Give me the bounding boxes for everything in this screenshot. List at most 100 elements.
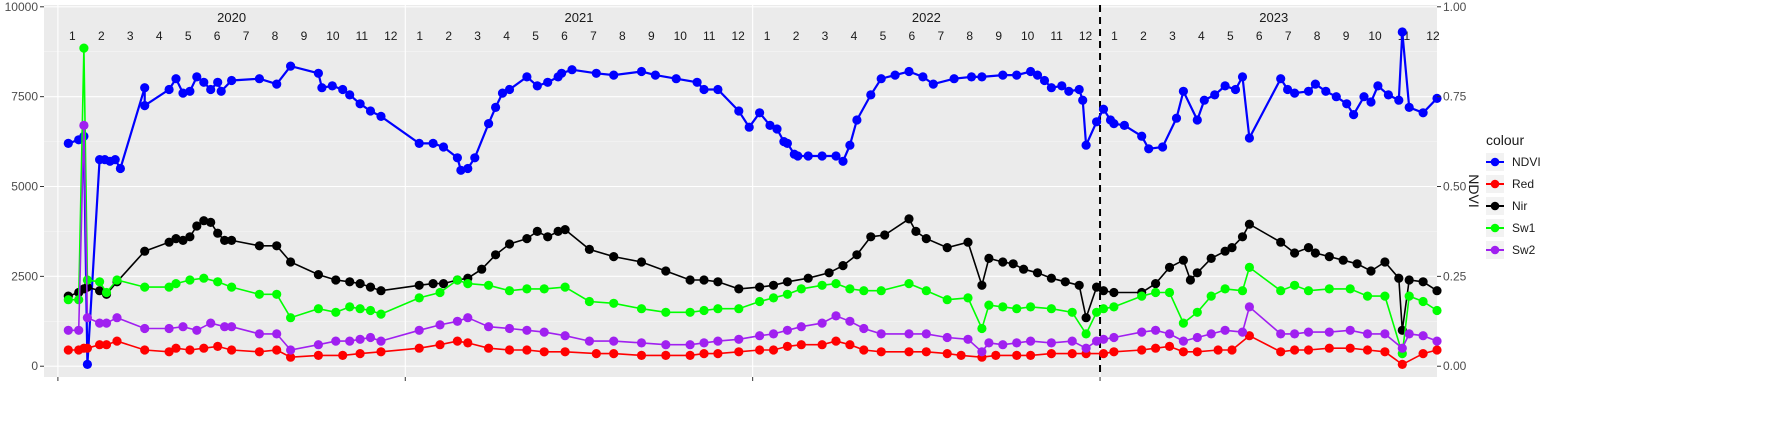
data-point-ndvi <box>178 88 188 98</box>
data-point-nir <box>1404 275 1414 285</box>
data-point-ndvi <box>1171 113 1182 123</box>
data-point-sw1 <box>685 307 695 317</box>
legend-label: Red <box>1512 177 1534 191</box>
data-point-nir <box>164 237 174 247</box>
data-point-sw1 <box>79 43 89 53</box>
data-point-nir <box>140 246 150 256</box>
grid <box>44 5 1437 377</box>
data-point-nir <box>998 257 1008 267</box>
data-point-sw2 <box>1206 329 1216 339</box>
data-point-ndvi <box>1244 133 1254 143</box>
y-left-tick-label: 2500 <box>11 269 38 283</box>
data-point-ndvi <box>199 77 209 87</box>
data-point-nir <box>1098 286 1109 296</box>
data-point-ndvi <box>140 83 150 93</box>
data-point-nir <box>1081 313 1091 323</box>
data-point-red <box>845 340 855 350</box>
data-point-sw1 <box>1046 304 1056 314</box>
month-label: 4 <box>851 29 858 43</box>
data-point-ndvi <box>557 68 567 78</box>
data-point-ndvi <box>1109 119 1119 129</box>
data-point-nir <box>866 232 876 242</box>
data-point-ndvi <box>966 72 977 82</box>
data-point-nir <box>699 275 709 285</box>
data-point-ndvi <box>928 79 938 89</box>
data-point-sw2 <box>963 334 973 344</box>
data-point-sw2 <box>1092 336 1102 346</box>
data-point-sw2 <box>1290 329 1300 339</box>
data-point-red <box>734 347 744 357</box>
legend-title: colour <box>1486 132 1524 148</box>
data-point-ndvi <box>452 153 462 163</box>
data-point-nir <box>921 234 931 244</box>
data-point-nir <box>1192 268 1202 278</box>
data-point-nir <box>1206 253 1216 263</box>
data-point-sw1 <box>560 282 570 292</box>
legend-label: Sw2 <box>1512 243 1536 257</box>
data-point-red <box>859 345 869 355</box>
data-point-red <box>591 349 601 359</box>
data-point-sw1 <box>1303 286 1314 296</box>
month-label: 10 <box>326 29 340 43</box>
month-label: 8 <box>619 29 626 43</box>
data-point-red <box>463 338 473 348</box>
data-point-sw1 <box>376 309 386 319</box>
y-right-tick-label: 0.75 <box>1443 90 1467 104</box>
legend-item-sw2: Sw2 <box>1486 241 1536 259</box>
data-point-red <box>338 350 348 360</box>
data-point-red <box>796 340 806 350</box>
data-point-sw2 <box>95 318 105 328</box>
data-point-nir <box>768 280 779 290</box>
data-point-red <box>1192 347 1202 357</box>
data-point-red <box>254 347 264 357</box>
data-point-sw1 <box>584 296 595 307</box>
data-point-nir <box>1220 246 1230 256</box>
data-point-nir <box>1432 286 1442 296</box>
data-point-sw2 <box>331 336 341 346</box>
data-point-sw1 <box>463 279 473 289</box>
data-point-ndvi <box>1230 84 1241 95</box>
data-point-red <box>484 343 494 353</box>
data-point-ndvi <box>904 66 914 77</box>
data-point-ndvi <box>1026 66 1036 77</box>
data-point-red <box>1067 349 1077 359</box>
data-point-ndvi <box>1404 102 1414 112</box>
legend-key-point <box>1490 223 1500 233</box>
data-point-ndvi <box>327 81 337 91</box>
data-point-red <box>921 347 931 357</box>
y-left-tick-label: 5000 <box>11 180 38 194</box>
data-point-red <box>782 341 793 351</box>
data-point-red <box>1012 350 1022 360</box>
data-point-nir <box>199 216 209 226</box>
data-point-sw2 <box>82 313 92 323</box>
month-label: 7 <box>937 29 944 43</box>
data-point-ndvi <box>1237 72 1248 82</box>
data-point-red <box>1098 349 1109 359</box>
data-point-ndvi <box>414 138 424 148</box>
data-point-nir <box>911 226 921 236</box>
month-label: 3 <box>127 29 134 43</box>
data-point-red <box>991 350 1001 360</box>
data-point-ndvi <box>456 165 466 175</box>
data-point-sw2 <box>755 331 765 341</box>
data-point-sw1 <box>876 286 886 296</box>
legend: colour NDVI Red Nir Sw1 Sw2 <box>1486 132 1541 259</box>
data-point-red <box>171 343 181 353</box>
data-point-nir <box>1227 243 1237 253</box>
data-point-sw1 <box>1206 291 1216 301</box>
data-point-sw1 <box>1324 284 1334 294</box>
data-point-red <box>199 343 209 353</box>
data-point-sw1 <box>984 300 994 310</box>
data-point-red <box>539 347 549 357</box>
data-point-sw1 <box>1237 286 1248 296</box>
data-point-red <box>1164 341 1175 351</box>
data-point-sw1 <box>768 293 779 303</box>
data-point-nir <box>477 264 487 274</box>
data-point-ndvi <box>365 106 376 116</box>
data-point-red <box>1397 359 1407 369</box>
data-point-sw2 <box>522 325 532 335</box>
month-label: 5 <box>532 29 539 43</box>
data-point-red <box>831 336 841 346</box>
data-point-sw1 <box>254 289 264 299</box>
month-label: 5 <box>185 29 192 43</box>
